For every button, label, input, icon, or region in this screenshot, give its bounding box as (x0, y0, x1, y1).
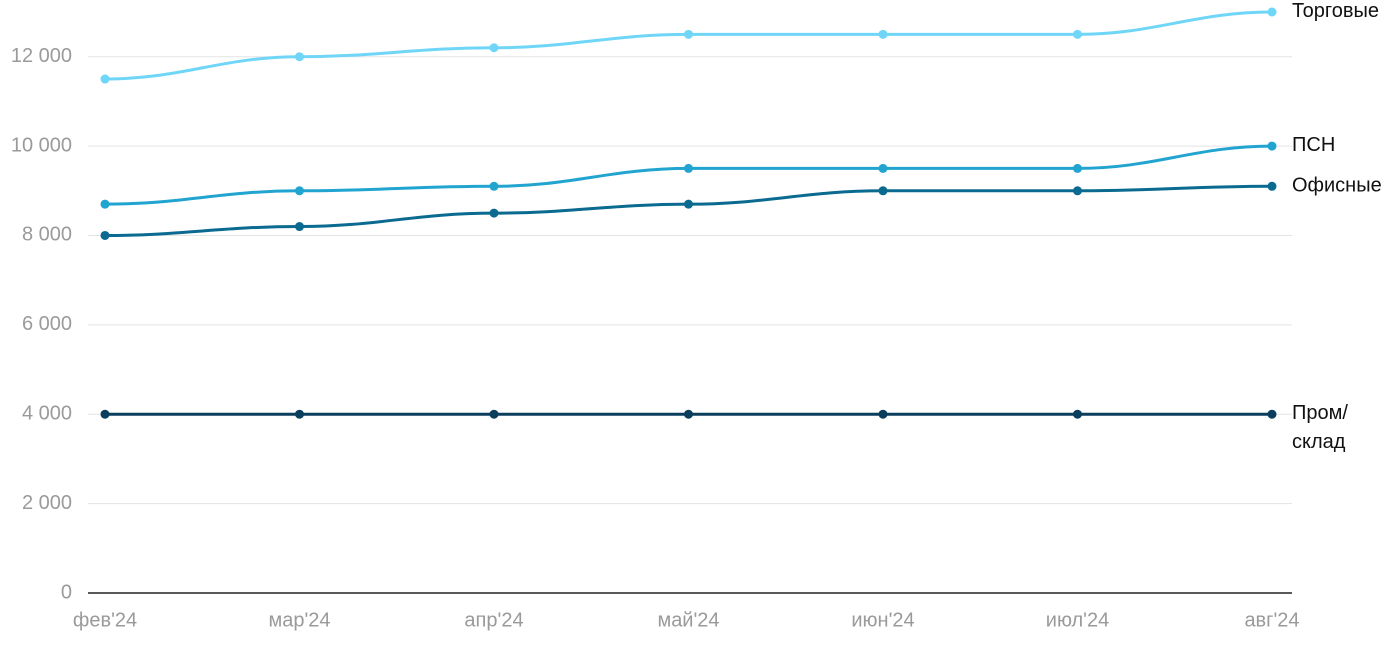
y-tick-label: 0 (61, 581, 72, 603)
point (1267, 7, 1277, 17)
series-line (104, 144, 1273, 206)
series-line (104, 184, 1273, 237)
point (100, 199, 110, 209)
point (684, 163, 693, 173)
point (1267, 181, 1277, 191)
point (295, 52, 304, 62)
point (295, 222, 304, 232)
x-tick-label: фев'24 (73, 609, 137, 631)
point (1073, 163, 1082, 173)
series-label: Офисные (1292, 175, 1382, 197)
point (1267, 141, 1277, 151)
x-tick-label: июн'24 (851, 609, 914, 631)
point (489, 208, 499, 218)
y-tick-label: 2 000 (22, 492, 72, 514)
series-label: Пром/склад (1292, 403, 1348, 454)
point (878, 409, 888, 419)
point (100, 74, 110, 84)
y-tick-label: 10 000 (11, 134, 72, 156)
point (100, 409, 110, 419)
y-tick-label: 4 000 (22, 403, 72, 425)
y-tick-label: 8 000 (22, 224, 72, 246)
point (489, 409, 499, 419)
point (878, 29, 888, 39)
point (684, 199, 693, 209)
point (878, 163, 888, 173)
x-tick-label: июл'24 (1046, 609, 1109, 631)
x-tick-label: авг'24 (1244, 609, 1299, 631)
x-tick-label: мар'24 (268, 609, 330, 631)
point (489, 181, 499, 191)
point (684, 29, 693, 39)
point (1073, 409, 1082, 419)
series-label: Торговые (1292, 0, 1379, 22)
point (295, 409, 304, 419)
point (1073, 186, 1082, 196)
y-tick-label: 12 000 (11, 45, 72, 67)
point (100, 230, 110, 240)
point (295, 186, 304, 196)
point (1073, 29, 1082, 39)
x-tick-label: май'24 (657, 609, 719, 631)
x-tick-label: апр'24 (464, 609, 523, 631)
series-label: ПСН (1292, 134, 1335, 156)
y-tick-label: 6 000 (22, 313, 72, 335)
point (1267, 409, 1277, 419)
point (489, 43, 499, 53)
point (684, 409, 693, 419)
series-line (104, 10, 1273, 81)
point (878, 186, 888, 196)
